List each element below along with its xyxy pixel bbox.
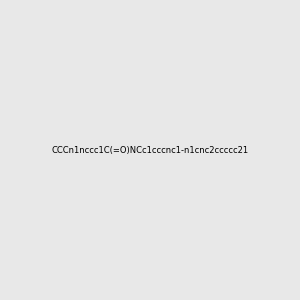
Text: CCCn1nccc1C(=O)NCc1cccnc1-n1cnc2ccccc21: CCCn1nccc1C(=O)NCc1cccnc1-n1cnc2ccccc21: [51, 146, 249, 154]
